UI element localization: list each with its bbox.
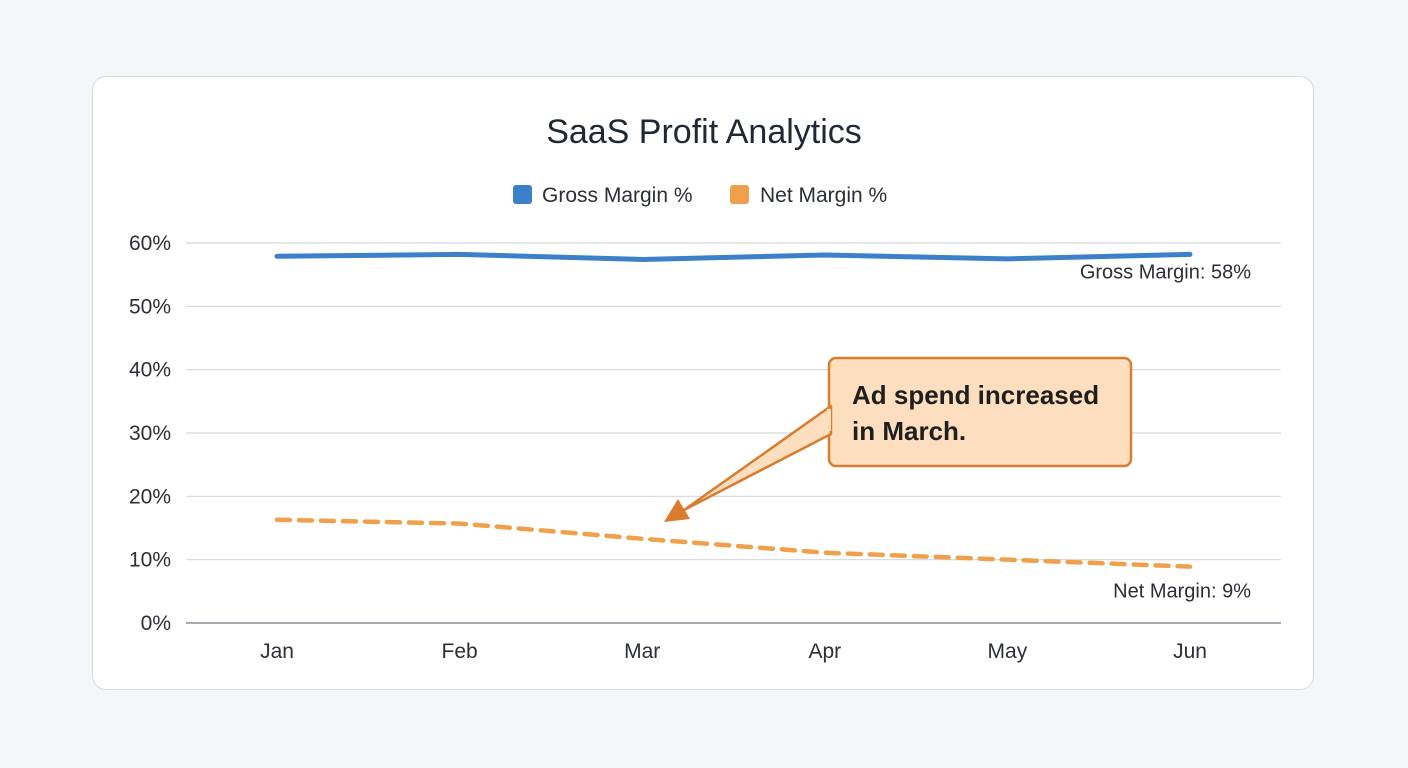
chart-card: SaaS Profit Analytics Gross Margin % Net … — [92, 76, 1314, 690]
legend-label: Net Margin % — [760, 184, 887, 207]
chart-title: SaaS Profit Analytics — [546, 113, 862, 151]
y-tick-label: 20% — [129, 485, 171, 508]
legend-swatch — [513, 185, 532, 204]
y-tick-label: 40% — [129, 359, 171, 382]
x-tick-label: Jun — [1173, 640, 1207, 663]
y-tick-label: 0% — [141, 612, 171, 635]
grid-lines — [186, 242, 1281, 624]
series-end-label: Gross Margin: 58% — [1080, 261, 1251, 283]
x-tick-label: Feb — [442, 640, 478, 663]
series-lines — [274, 251, 1193, 569]
legend-swatch — [730, 185, 749, 204]
y-tick-label: 50% — [129, 295, 171, 318]
legend: Gross Margin % Net Margin % — [513, 184, 887, 207]
y-tick-label: 10% — [129, 549, 171, 572]
callout-text-line: Ad spend increased — [852, 380, 1099, 410]
callout-text-line: in March. — [852, 416, 966, 446]
series-line — [274, 251, 1193, 262]
x-axis-ticks: Jan Feb Mar Apr May Jun — [260, 640, 1207, 663]
x-tick-label: Jan — [260, 640, 294, 663]
end-labels: Gross Margin: 58% Net Margin: 9% — [1080, 261, 1251, 602]
y-tick-label: 30% — [129, 422, 171, 445]
legend-label: Gross Margin % — [542, 184, 693, 207]
y-axis-ticks: 0% 10% 20% 30% 40% 50% 60% — [129, 232, 171, 635]
y-tick-label: 60% — [129, 232, 171, 255]
series-end-label: Net Margin: 9% — [1113, 581, 1251, 603]
x-tick-label: Mar — [624, 640, 660, 663]
x-tick-label: Apr — [808, 640, 841, 663]
callout-box — [827, 356, 1133, 468]
callout-arrowhead — [664, 499, 690, 522]
callout-pointer — [682, 404, 833, 512]
x-tick-label: May — [988, 640, 1028, 663]
line-chart: SaaS Profit Analytics Gross Margin % Net … — [129, 113, 1281, 663]
series-line — [274, 517, 1193, 569]
annotation-callout: Ad spend increased in March. — [664, 356, 1133, 522]
